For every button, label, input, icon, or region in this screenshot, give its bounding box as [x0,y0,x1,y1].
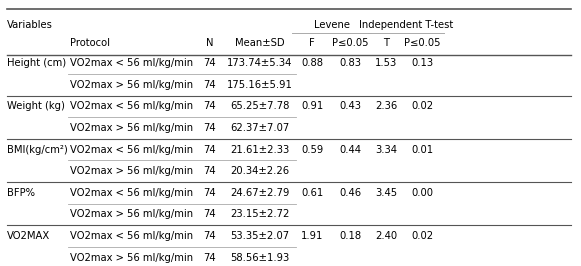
Text: VO2max > 56 ml/kg/min: VO2max > 56 ml/kg/min [70,166,193,176]
Text: 3.45: 3.45 [375,188,397,198]
Text: Levene: Levene [314,20,350,30]
Text: VO2max < 56 ml/kg/min: VO2max < 56 ml/kg/min [70,145,193,155]
Text: VO2max > 56 ml/kg/min: VO2max > 56 ml/kg/min [70,80,193,90]
Text: 74: 74 [203,123,216,133]
Text: Height (cm): Height (cm) [7,58,66,68]
Text: 23.15±2.72: 23.15±2.72 [230,209,289,219]
Text: 74: 74 [203,231,216,241]
Text: 74: 74 [203,80,216,90]
Text: VO2MAX: VO2MAX [7,231,51,241]
Text: N: N [206,38,214,48]
Text: 2.40: 2.40 [375,231,397,241]
Text: VO2max < 56 ml/kg/min: VO2max < 56 ml/kg/min [70,188,193,198]
Text: Independent T-test: Independent T-test [358,20,453,30]
Text: VO2max < 56 ml/kg/min: VO2max < 56 ml/kg/min [70,58,193,68]
Text: 0.43: 0.43 [339,101,361,111]
Text: VO2max > 56 ml/kg/min: VO2max > 56 ml/kg/min [70,209,193,219]
Text: 175.16±5.91: 175.16±5.91 [227,80,293,90]
Text: 24.67±2.79: 24.67±2.79 [230,188,289,198]
Text: 0.83: 0.83 [339,58,361,68]
Text: Protocol: Protocol [70,38,110,48]
Text: 1.53: 1.53 [375,58,397,68]
Text: 0.02: 0.02 [411,231,433,241]
Text: 1.91: 1.91 [301,231,324,241]
Text: 74: 74 [203,166,216,176]
Text: VO2max > 56 ml/kg/min: VO2max > 56 ml/kg/min [70,252,193,263]
Text: 0.88: 0.88 [301,58,323,68]
Text: 20.34±2.26: 20.34±2.26 [230,166,289,176]
Text: 65.25±7.78: 65.25±7.78 [230,101,289,111]
Text: 74: 74 [203,252,216,263]
Text: Variables: Variables [7,20,53,30]
Text: Mean±SD: Mean±SD [235,38,285,48]
Text: 0.61: 0.61 [301,188,323,198]
Text: 0.02: 0.02 [411,101,433,111]
Text: 3.34: 3.34 [375,145,397,155]
Text: F: F [309,38,315,48]
Text: 0.46: 0.46 [339,188,361,198]
Text: P≤0.05: P≤0.05 [404,38,440,48]
Text: 2.36: 2.36 [375,101,397,111]
Text: P≤0.05: P≤0.05 [332,38,368,48]
Text: 74: 74 [203,145,216,155]
Text: BMI(kg/cm²): BMI(kg/cm²) [7,145,68,155]
Text: 74: 74 [203,209,216,219]
Text: 58.56±1.93: 58.56±1.93 [230,252,289,263]
Text: 21.61±2.33: 21.61±2.33 [230,145,289,155]
Text: 173.74±5.34: 173.74±5.34 [227,58,293,68]
Text: 53.35±2.07: 53.35±2.07 [230,231,289,241]
Text: BFP%: BFP% [7,188,35,198]
Text: 62.37±7.07: 62.37±7.07 [230,123,289,133]
Text: 0.91: 0.91 [301,101,323,111]
Text: 74: 74 [203,58,216,68]
Text: Weight (kg): Weight (kg) [7,101,65,111]
Text: 0.13: 0.13 [411,58,433,68]
Text: 0.00: 0.00 [411,188,433,198]
Text: 0.18: 0.18 [339,231,361,241]
Text: 0.01: 0.01 [411,145,433,155]
Text: VO2max > 56 ml/kg/min: VO2max > 56 ml/kg/min [70,123,193,133]
Text: VO2max < 56 ml/kg/min: VO2max < 56 ml/kg/min [70,101,193,111]
Text: 74: 74 [203,101,216,111]
Text: 74: 74 [203,188,216,198]
Text: 0.59: 0.59 [301,145,323,155]
Text: VO2max < 56 ml/kg/min: VO2max < 56 ml/kg/min [70,231,193,241]
Text: 0.44: 0.44 [339,145,361,155]
Text: T: T [383,38,389,48]
